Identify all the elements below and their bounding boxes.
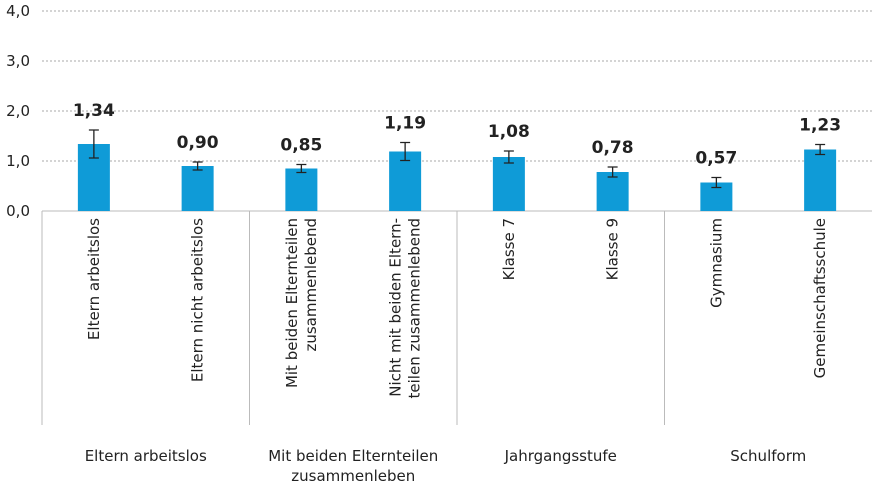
x-tick-label-line: Nicht mit beiden Eltern- — [387, 218, 405, 397]
bar — [285, 168, 318, 211]
y-tick-label: 0,0 — [6, 202, 30, 220]
group-label: Jahrgangsstufe — [504, 447, 617, 465]
group-label-line: Eltern arbeitslos — [85, 447, 207, 465]
x-tick-label: Mit beiden Elternteilenzusammenlebend — [283, 218, 320, 388]
y-tick-label: 4,0 — [6, 2, 30, 20]
bar — [181, 166, 214, 211]
x-tick-label-line: Gemeinschaftsschule — [811, 218, 829, 378]
value-label: 1,23 — [799, 116, 841, 136]
group-label: Schulform — [730, 447, 806, 465]
y-tick-label: 1,0 — [6, 152, 30, 170]
x-tick-label-line: zusammenlebend — [302, 218, 320, 352]
error-bar — [296, 163, 307, 174]
x-tick-label-line: Mit beiden Elternteilen — [283, 218, 301, 388]
bar — [389, 151, 422, 211]
x-tick-label: Klasse 7 — [500, 218, 518, 280]
error-bar — [400, 141, 411, 162]
y-tick-label: 3,0 — [6, 52, 30, 70]
x-tick-label-line: Eltern nicht arbeitslos — [189, 218, 207, 382]
x-tick-label-line: Klasse 7 — [500, 218, 518, 280]
group-label: Eltern arbeitslos — [85, 447, 207, 465]
group-label-line: Jahrgangsstufe — [504, 447, 617, 465]
value-label: 0,85 — [280, 136, 322, 156]
bar — [492, 157, 525, 211]
x-tick-label-line: Gymnasium — [707, 218, 725, 308]
error-bar — [88, 129, 99, 159]
error-bar — [503, 150, 514, 164]
x-tick-label: Nicht mit beiden Eltern-teilen zusammenl… — [387, 218, 424, 398]
x-tick-label: Eltern arbeitslos — [85, 218, 103, 340]
x-tick-label-line: Klasse 9 — [604, 218, 622, 280]
group-label-line: Schulform — [730, 447, 806, 465]
y-tick-label: 2,0 — [6, 102, 30, 120]
error-bar — [607, 166, 618, 178]
group-label-line: Mit beiden Elternteilen — [268, 447, 438, 465]
error-bar — [711, 176, 722, 189]
value-label: 1,34 — [73, 101, 115, 121]
x-tick-label: Gymnasium — [707, 218, 725, 308]
value-label: 0,90 — [177, 133, 219, 153]
x-tick-label: Eltern nicht arbeitslos — [189, 218, 207, 382]
x-tick-label-line: teilen zusammenlebend — [406, 218, 424, 398]
value-label: 0,78 — [592, 138, 634, 158]
error-bar — [815, 143, 826, 156]
value-label: 1,08 — [488, 122, 530, 142]
group-label: Mit beiden Elternteilen zusammenleben — [268, 447, 438, 485]
bar — [804, 149, 837, 211]
error-bar — [192, 161, 203, 171]
x-tick-label: Gemeinschaftsschule — [811, 218, 829, 378]
value-label: 1,19 — [384, 114, 426, 134]
group-label-line: zusammenleben — [291, 467, 415, 485]
x-tick-label: Klasse 9 — [604, 218, 622, 280]
value-label: 0,57 — [695, 149, 737, 169]
x-tick-label-line: Eltern arbeitslos — [85, 218, 103, 340]
bar — [596, 172, 629, 211]
